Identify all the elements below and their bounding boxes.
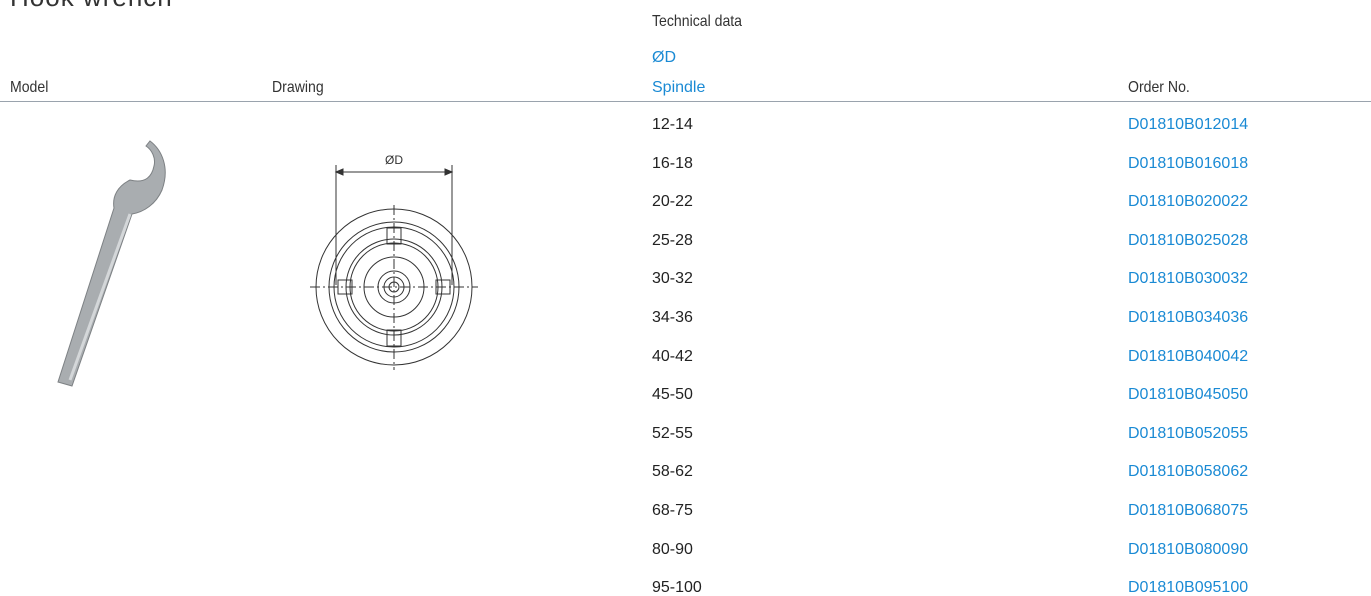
order-number: D01810B095100	[1128, 579, 1249, 596]
spindle-range: 30-32	[652, 270, 693, 288]
spindle-range: 95-100	[652, 579, 702, 596]
order-number: D01810B040042	[1128, 347, 1249, 365]
spindle-range: 20-22	[652, 193, 693, 211]
illustrations: ØD	[57, 140, 478, 387]
column-header: Order No.	[1128, 79, 1190, 96]
order-number: D01810B080090	[1128, 540, 1249, 558]
order-number: D01810B030032	[1128, 270, 1249, 288]
order-number: D01810B016018	[1128, 154, 1249, 172]
subheader: ØD	[652, 49, 676, 66]
order-number: D01810B058062	[1128, 463, 1249, 481]
column-header: Model	[10, 79, 49, 96]
column-group-header: Technical data	[652, 13, 743, 30]
order-number: D01810B052055	[1128, 424, 1249, 442]
column-header: Drawing	[272, 79, 324, 96]
spindle-range: 12-14	[652, 116, 693, 133]
order-number: D01810B025028	[1128, 231, 1249, 249]
spindle-range: 68-75	[652, 502, 693, 519]
order-number: D01810B012014	[1128, 116, 1249, 133]
spindle-range: 58-62	[652, 463, 693, 481]
order-number: D01810B045050	[1128, 386, 1249, 404]
spindle-range: 80-90	[652, 540, 693, 558]
spindle-range: 25-28	[652, 231, 693, 249]
order-number: D01810B020022	[1128, 193, 1249, 211]
spindle-range: 34-36	[652, 309, 693, 326]
spindle-range: 16-18	[652, 154, 693, 172]
subheader: Spindle	[652, 79, 706, 96]
header-rule	[0, 101, 1371, 102]
order-number: D01810B068075	[1128, 502, 1249, 519]
spindle-range: 45-50	[652, 386, 693, 404]
order-number: D01810B034036	[1128, 309, 1249, 326]
wrench-image	[57, 140, 166, 387]
spindle-range: 40-42	[652, 347, 693, 365]
technical-drawing	[310, 165, 478, 370]
dimension-label: ØD	[385, 153, 403, 167]
page-title: Hook wrench	[10, 0, 173, 10]
spindle-range: 52-55	[652, 424, 693, 442]
